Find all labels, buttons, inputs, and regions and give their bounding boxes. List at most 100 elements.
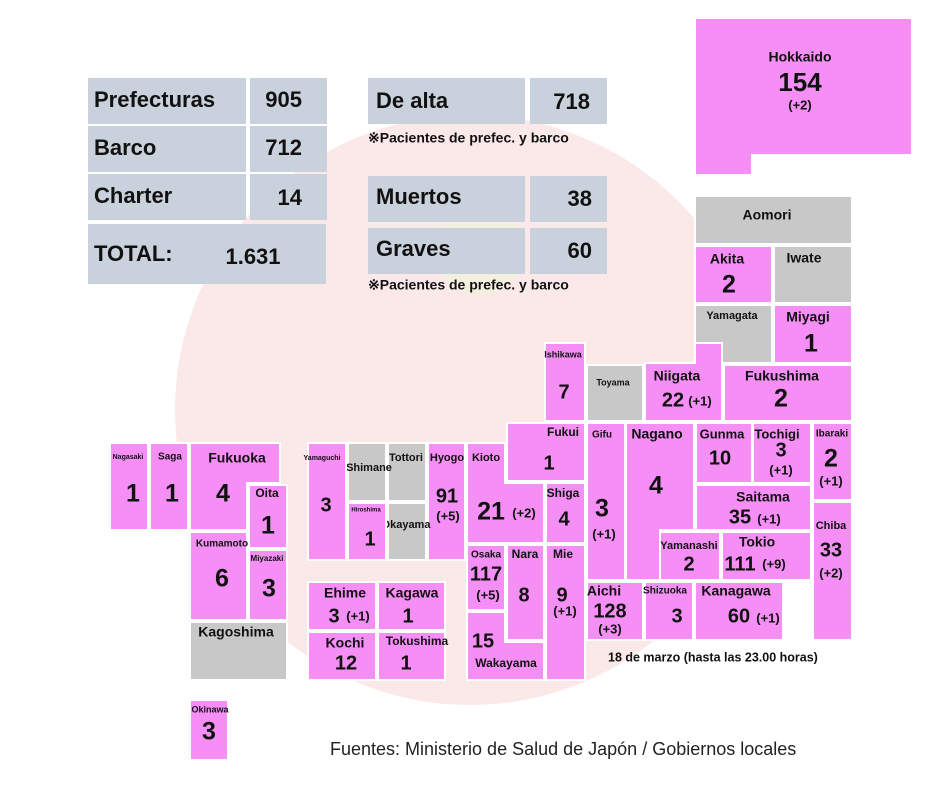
case-count: 6 (215, 565, 229, 593)
case-count: 1 (804, 330, 818, 358)
case-count: 15 (472, 630, 494, 652)
prefecture-name: Ehime (324, 585, 366, 601)
prefecture-name: Okayama (382, 519, 432, 531)
prefecture-tile (694, 17, 913, 176)
summary-text: 905 (265, 87, 302, 112)
case-count: 3 (202, 718, 216, 746)
prefecture-name: Hiroshima (351, 508, 381, 514)
prefecture-name: Kumamoto (196, 539, 248, 550)
prefecture-name: Fukushima (745, 368, 819, 384)
summary-box (88, 78, 246, 124)
case-count: 2 (722, 271, 736, 299)
prefecture-tile (427, 442, 466, 561)
case-change: (+1) (553, 603, 576, 618)
case-count: 1 (402, 605, 413, 627)
prefecture-name: Okinawa (191, 704, 229, 714)
case-count: 3 (328, 605, 339, 627)
prefecture-name: Wakayama (475, 656, 537, 670)
prefecture-tile (644, 342, 723, 422)
summary-text: 60 (568, 238, 592, 263)
prefecture-name: Kagawa (386, 585, 439, 601)
prefecture-tile (586, 581, 644, 641)
prefecture-tile (466, 544, 506, 611)
case-count: 2 (683, 553, 694, 575)
prefecture-name: Nagasaki (113, 454, 144, 461)
prefecture-name: Yamanashi (660, 540, 717, 552)
case-change: (+1) (819, 473, 842, 488)
summary-box (368, 228, 525, 274)
case-count: 3 (775, 439, 786, 461)
prefecture-name: Niigata (654, 368, 701, 384)
prefecture-name: Tochigi (754, 426, 799, 441)
prefectures: Hokkaido154(+2)AomoriAkita2IwateYamagata… (109, 17, 913, 761)
case-change: (+1) (688, 393, 711, 408)
prefecture-tile (694, 245, 773, 304)
prefecture-tile (466, 611, 545, 681)
summary-text: Prefecturas (94, 87, 215, 112)
case-count: 21 (477, 498, 505, 526)
case-count: 9 (556, 584, 567, 606)
summary-box (250, 78, 327, 124)
summary-box (368, 176, 525, 222)
prefecture-name: Fukuoka (208, 450, 266, 466)
case-count: 128 (593, 600, 626, 622)
prefecture-tile (506, 422, 586, 482)
prefecture-name: Kagoshima (198, 624, 274, 640)
prefecture-tile (377, 631, 446, 681)
prefecture-tile (659, 531, 721, 581)
prefecture-name: Mie (553, 547, 573, 561)
case-count: 3 (595, 495, 609, 523)
case-count: 91 (436, 485, 458, 507)
prefecture-name: Tokushima (386, 634, 449, 648)
prefecture-name: Tottori (389, 452, 423, 464)
case-count: 60 (728, 605, 750, 627)
prefecture-name: Miyazaki (251, 554, 284, 563)
prefecture-tile (347, 442, 387, 502)
prefecture-name: Yamagata (706, 310, 758, 322)
prefecture-name: Shizuoka (643, 586, 687, 597)
case-count: 1 (126, 480, 140, 508)
summary-box (88, 174, 246, 220)
prefecture-tile (307, 631, 377, 681)
summary-box (530, 78, 607, 124)
summary-text: 14 (278, 185, 303, 210)
prefecture-name: Kanagawa (701, 583, 770, 599)
prefecture-tile (773, 245, 853, 304)
case-change: (+1) (756, 610, 779, 625)
prefecture-name: Osaka (471, 550, 501, 561)
summary-box (368, 78, 525, 124)
prefecture-name: Saga (158, 452, 182, 463)
source: Fuentes: Ministerio de Salud de Japón / … (330, 739, 796, 759)
prefecture-tile (189, 442, 281, 531)
case-change: (+2) (819, 565, 842, 580)
prefecture-name: Aichi (587, 583, 621, 599)
prefecture-tile (812, 422, 853, 501)
prefecture-tile (812, 501, 853, 641)
prefecture-tile (189, 531, 248, 621)
prefecture-tile (347, 502, 387, 561)
prefecture-tile (545, 482, 586, 544)
note: ※Pacientes de prefec. y barco (368, 277, 569, 293)
case-count: 2 (824, 445, 838, 473)
summary-text: Muertos (376, 184, 462, 209)
summary-text: 718 (553, 89, 590, 114)
summary-box (88, 126, 246, 172)
prefecture-name: Akita (710, 251, 744, 267)
prefecture-tile (377, 581, 446, 631)
summary-box (250, 126, 327, 172)
case-count: 4 (216, 480, 230, 508)
summary-text: De alta (376, 88, 449, 113)
prefecture-tile (545, 544, 586, 681)
case-count: 111 (724, 553, 755, 575)
prefecture-name: Gunma (700, 426, 746, 441)
case-change: (+1) (592, 526, 615, 541)
case-change: (+1) (769, 462, 792, 477)
prefecture-tile (694, 195, 853, 245)
prefecture-name: Chiba (816, 520, 847, 532)
prefecture-name: Iwate (786, 250, 821, 266)
prefecture-tile (307, 442, 347, 561)
prefecture-tile (644, 581, 694, 641)
case-count: 1 (364, 528, 375, 550)
case-count: 12 (335, 652, 357, 674)
